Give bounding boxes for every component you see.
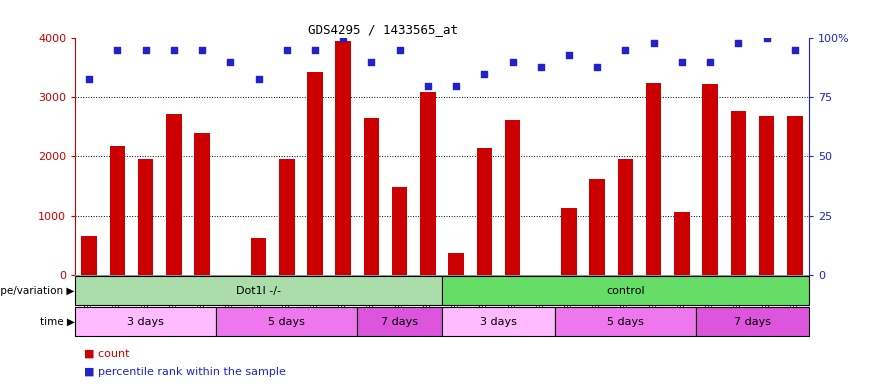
Bar	[279, 159, 294, 275]
Point	[139, 47, 153, 53]
Text: ■ count: ■ count	[84, 348, 129, 358]
Text: genotype/variation ▶: genotype/variation ▶	[0, 286, 74, 296]
Bar	[730, 111, 746, 275]
Point	[591, 64, 605, 70]
Bar	[81, 236, 97, 275]
Bar	[561, 208, 576, 275]
Point	[619, 47, 633, 53]
Bar	[590, 179, 605, 275]
Bar	[702, 84, 718, 275]
Bar	[646, 83, 661, 275]
Point	[731, 40, 745, 46]
Bar	[217, 307, 357, 336]
Text: control: control	[606, 286, 644, 296]
Bar	[335, 41, 351, 275]
Bar	[308, 72, 323, 275]
Text: ■ percentile rank within the sample: ■ percentile rank within the sample	[84, 367, 286, 377]
Point	[110, 47, 125, 53]
Point	[308, 47, 322, 53]
Bar	[420, 91, 436, 275]
Point	[421, 83, 435, 89]
Bar	[363, 118, 379, 275]
Point	[195, 47, 210, 53]
Bar	[674, 212, 690, 275]
Text: time ▶: time ▶	[40, 316, 74, 327]
Point	[646, 40, 660, 46]
Bar	[555, 307, 696, 336]
Point	[788, 47, 802, 53]
Bar	[442, 276, 809, 305]
Point	[759, 35, 774, 41]
Text: 5 days: 5 days	[607, 316, 644, 327]
Text: Dot1l -/-: Dot1l -/-	[236, 286, 281, 296]
Bar	[75, 276, 442, 305]
Bar	[357, 307, 442, 336]
Bar	[758, 116, 774, 275]
Point	[534, 64, 548, 70]
Title: GDS4295 / 1433565_at: GDS4295 / 1433565_at	[309, 23, 458, 36]
Point	[224, 59, 238, 65]
Text: 5 days: 5 days	[269, 316, 305, 327]
Bar	[110, 146, 126, 275]
Text: 3 days: 3 days	[480, 316, 517, 327]
Point	[703, 59, 717, 65]
Bar	[448, 253, 464, 275]
Point	[82, 76, 96, 82]
Bar	[442, 307, 555, 336]
Point	[477, 71, 492, 77]
Bar	[476, 147, 492, 275]
Point	[252, 76, 266, 82]
Bar	[787, 116, 803, 275]
Point	[279, 47, 293, 53]
Bar	[75, 307, 217, 336]
Bar	[194, 133, 210, 275]
Point	[674, 59, 689, 65]
Text: 3 days: 3 days	[127, 316, 164, 327]
Bar	[251, 238, 266, 275]
Bar	[138, 159, 154, 275]
Point	[392, 47, 407, 53]
Bar	[618, 159, 633, 275]
Point	[167, 47, 181, 53]
Bar	[505, 120, 521, 275]
Text: 7 days: 7 days	[381, 316, 418, 327]
Point	[449, 83, 463, 89]
Point	[364, 59, 378, 65]
Bar	[166, 114, 182, 275]
Point	[506, 59, 520, 65]
Point	[562, 52, 576, 58]
Bar	[696, 307, 809, 336]
Text: 7 days: 7 days	[734, 316, 771, 327]
Point	[336, 35, 350, 41]
Bar	[392, 187, 408, 275]
